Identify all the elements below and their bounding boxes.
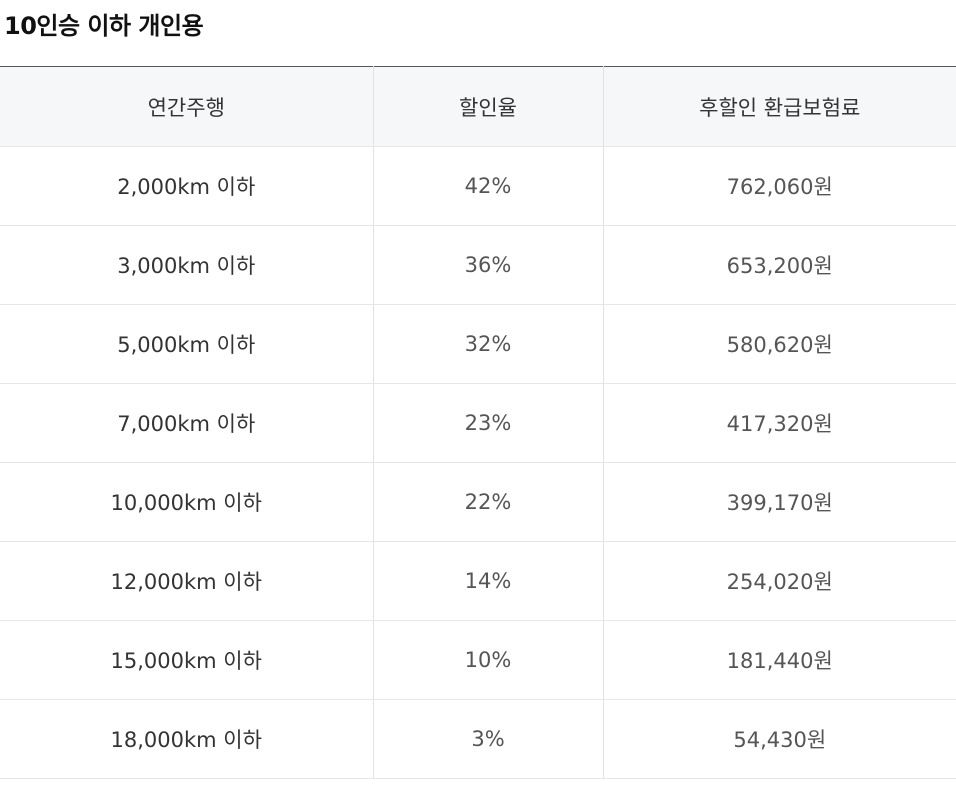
cell-discount-rate: 14% (372, 541, 603, 621)
cell-refund-premium: 580,620원 (602, 304, 956, 384)
cell-discount-rate: 3% (372, 699, 603, 779)
cell-refund-premium: 762,060원 (602, 146, 956, 226)
cell-annual-mileage: 2,000km 이하 (0, 146, 373, 226)
table-row: 15,000km 이하 10% 181,440원 (0, 620, 956, 700)
cell-annual-mileage: 3,000km 이하 (0, 225, 373, 305)
cell-discount-rate: 42% (372, 146, 603, 226)
table-row: 3,000km 이하 36% 653,200원 (0, 225, 956, 305)
cell-annual-mileage: 15,000km 이하 (0, 620, 373, 700)
cell-refund-premium: 417,320원 (602, 383, 956, 463)
table-header: 연간주행 할인율 후할인 환급보험료 (0, 66, 956, 147)
cell-discount-rate: 22% (372, 462, 603, 542)
table-row: 5,000km 이하 32% 580,620원 (0, 304, 956, 384)
cell-refund-premium: 653,200원 (602, 225, 956, 305)
cell-refund-premium: 181,440원 (602, 620, 956, 700)
table-row: 10,000km 이하 22% 399,170원 (0, 462, 956, 542)
cell-annual-mileage: 10,000km 이하 (0, 462, 373, 542)
cell-annual-mileage: 12,000km 이하 (0, 541, 373, 621)
cell-refund-premium: 399,170원 (602, 462, 956, 542)
table-row: 7,000km 이하 23% 417,320원 (0, 383, 956, 463)
cell-discount-rate: 10% (372, 620, 603, 700)
header-discount-rate: 할인율 (372, 66, 603, 147)
cell-refund-premium: 54,430원 (602, 699, 956, 779)
header-row: 연간주행 할인율 후할인 환급보험료 (0, 66, 956, 147)
table-row: 18,000km 이하 3% 54,430원 (0, 699, 956, 779)
discount-rate-table: 연간주행 할인율 후할인 환급보험료 2,000km 이하 42% 762,06… (0, 66, 956, 779)
cell-annual-mileage: 18,000km 이하 (0, 699, 373, 779)
header-annual-mileage: 연간주행 (0, 66, 373, 147)
section-title: 10인승 이하 개인용 (4, 12, 204, 40)
header-refund-premium: 후할인 환급보험료 (602, 66, 956, 147)
cell-discount-rate: 32% (372, 304, 603, 384)
cell-refund-premium: 254,020원 (602, 541, 956, 621)
table-row: 12,000km 이하 14% 254,020원 (0, 541, 956, 621)
cell-discount-rate: 36% (372, 225, 603, 305)
cell-discount-rate: 23% (372, 383, 603, 463)
table-body: 2,000km 이하 42% 762,060원 3,000km 이하 36% 6… (0, 146, 956, 779)
cell-annual-mileage: 5,000km 이하 (0, 304, 373, 384)
table-row: 2,000km 이하 42% 762,060원 (0, 146, 956, 226)
cell-annual-mileage: 7,000km 이하 (0, 383, 373, 463)
